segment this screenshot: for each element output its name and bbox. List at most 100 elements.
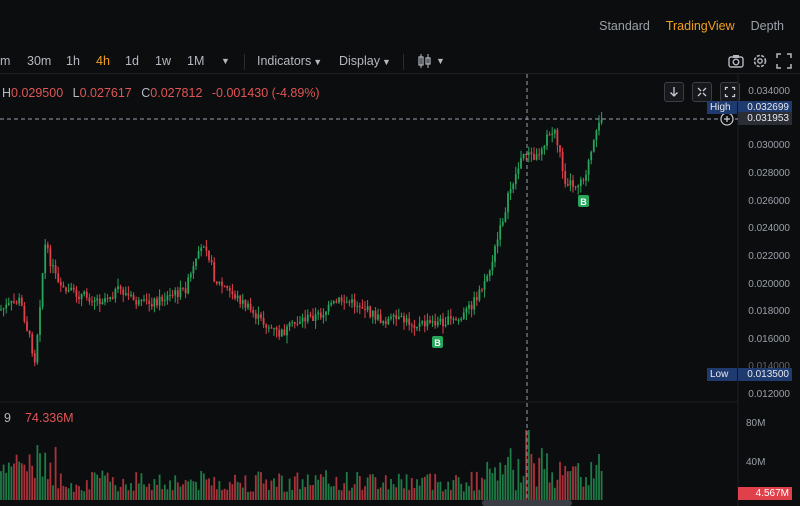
more-intervals-caret-icon[interactable]: ▼ xyxy=(221,56,230,66)
candle-body xyxy=(145,299,148,301)
candle-body xyxy=(543,145,546,149)
volume-bar xyxy=(444,489,447,500)
candle-body xyxy=(234,294,236,299)
candle-body xyxy=(488,270,491,277)
candle-body xyxy=(569,180,572,186)
candle-body xyxy=(2,308,5,310)
volume-bar xyxy=(361,489,364,500)
chart-type-caret-icon[interactable]: ▼ xyxy=(436,56,445,66)
candle-body xyxy=(392,315,395,317)
volume-bar xyxy=(335,476,338,500)
buy-marker[interactable]: B xyxy=(578,195,589,207)
volume-bar xyxy=(520,482,522,500)
volume-bar xyxy=(304,486,307,500)
display-caret-icon: ▼ xyxy=(382,57,391,67)
volume-bar xyxy=(533,463,535,500)
volume-bar xyxy=(546,453,548,500)
interval-1M[interactable]: 1M xyxy=(187,54,205,68)
candle-body xyxy=(179,287,182,298)
volume-bar xyxy=(413,487,416,500)
candle-body xyxy=(215,281,218,284)
candle-body xyxy=(273,327,275,329)
candle-body xyxy=(91,301,93,303)
volume-bar xyxy=(478,489,481,500)
price-axis-label: 0.012000 xyxy=(748,389,790,400)
volume-bar xyxy=(127,490,130,500)
low-tag-value: 0.013500 xyxy=(738,368,792,381)
candle-body xyxy=(197,251,200,259)
candle-body xyxy=(132,294,135,301)
candle-body xyxy=(18,297,21,304)
volume-bar xyxy=(309,485,312,500)
scroll-down-button[interactable] xyxy=(664,82,684,102)
indicators-button[interactable]: Indicators ▼ xyxy=(257,54,322,68)
candle-body xyxy=(496,239,499,247)
collapse-button[interactable] xyxy=(692,82,712,102)
candle-body xyxy=(566,184,569,186)
tab-standard[interactable]: Standard xyxy=(599,19,650,33)
volume-bar xyxy=(548,482,551,500)
crosshair-add-icon[interactable] xyxy=(720,112,734,126)
candle-body xyxy=(10,301,13,303)
candle-body xyxy=(36,334,39,363)
candle-body xyxy=(325,311,327,315)
volume-bar xyxy=(494,467,496,500)
top-bar: Standard TradingView Depth xyxy=(0,0,800,48)
buy-marker[interactable]: B xyxy=(432,336,443,348)
volume-bar xyxy=(509,448,512,500)
volume-bar xyxy=(169,480,171,500)
volume-bar xyxy=(408,489,411,500)
candle-body xyxy=(442,318,444,327)
candle-body xyxy=(244,300,247,308)
volume-bar xyxy=(189,479,192,500)
indicators-caret-icon: ▼ xyxy=(313,57,323,67)
candle-body xyxy=(501,221,504,226)
candle-body xyxy=(590,151,593,161)
candle-body xyxy=(364,308,366,311)
candle-body xyxy=(452,318,455,320)
candle-body xyxy=(226,286,229,289)
candle-body xyxy=(26,321,28,331)
candle-body xyxy=(384,321,387,325)
candle-body xyxy=(379,314,382,324)
interval-m[interactable]: m xyxy=(0,54,11,68)
time-scrollbar[interactable] xyxy=(482,500,572,506)
candle-body xyxy=(5,304,8,309)
candle-body xyxy=(486,276,489,281)
interval-1w[interactable]: 1w xyxy=(155,54,171,68)
interval-30m[interactable]: 30m xyxy=(27,54,52,68)
volume-bar xyxy=(527,430,530,500)
candle-body xyxy=(587,160,590,175)
volume-bar xyxy=(507,456,509,500)
camera-icon[interactable] xyxy=(727,52,745,70)
gear-icon[interactable] xyxy=(751,52,769,70)
candle-body xyxy=(187,277,190,294)
candle-body xyxy=(522,153,525,159)
candle-body xyxy=(460,318,463,321)
interval-1d[interactable]: 1d xyxy=(125,54,139,68)
tab-tradingview[interactable]: TradingView xyxy=(665,19,735,33)
volume-bar xyxy=(174,475,177,500)
volume-bar xyxy=(572,466,574,500)
candle-body xyxy=(457,320,460,322)
candle-body xyxy=(20,297,23,306)
tab-depth[interactable]: Depth xyxy=(750,19,784,33)
high-value: 0.029500 xyxy=(11,86,64,100)
candle-body xyxy=(239,295,242,304)
fullscreen-icon[interactable] xyxy=(775,52,793,70)
volume-bar xyxy=(275,486,278,500)
interval-1h[interactable]: 1h xyxy=(66,54,80,68)
candle-body xyxy=(436,321,439,326)
volume-bar xyxy=(587,485,590,500)
interval-4h[interactable]: 4h xyxy=(96,54,110,68)
candle-body xyxy=(278,329,281,337)
candle-body xyxy=(101,302,104,305)
candlestick-type-icon[interactable] xyxy=(416,52,434,70)
volume-bar xyxy=(455,475,457,500)
candle-body xyxy=(122,289,125,295)
candle-body xyxy=(124,293,127,295)
display-button[interactable]: Display ▼ xyxy=(339,54,391,68)
candle-body xyxy=(260,314,262,319)
candle-body xyxy=(319,312,322,318)
